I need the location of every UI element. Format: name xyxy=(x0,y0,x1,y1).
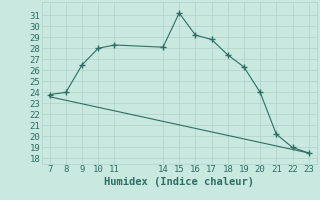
X-axis label: Humidex (Indice chaleur): Humidex (Indice chaleur) xyxy=(104,177,254,187)
